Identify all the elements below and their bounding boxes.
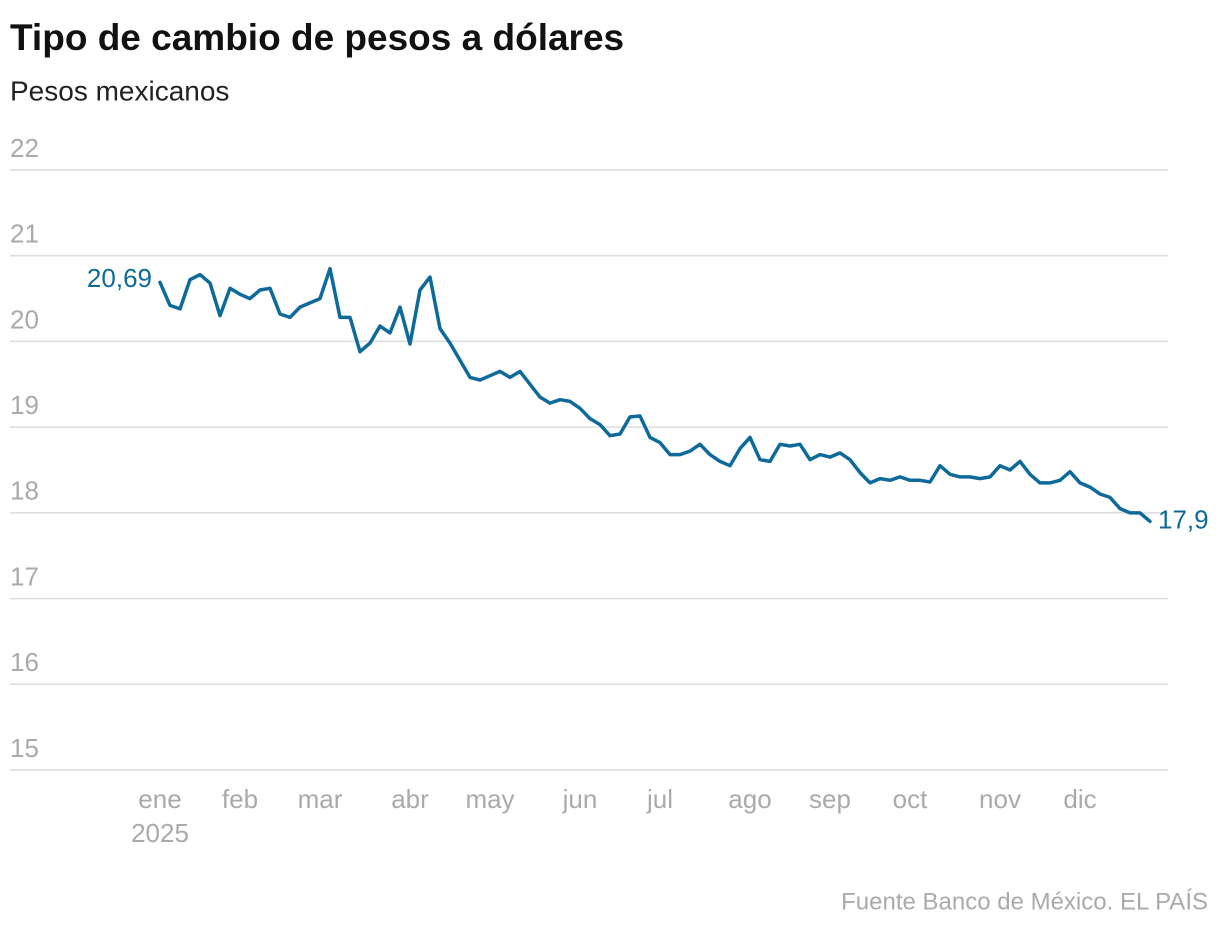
chart-subtitle: Pesos mexicanos xyxy=(10,75,229,106)
value-label: 17,9 xyxy=(1158,504,1209,534)
x-tick-label: ago xyxy=(728,784,771,814)
x-tick-label: ene xyxy=(138,784,181,814)
y-tick-label: 16 xyxy=(10,647,39,677)
x-tick-label: dic xyxy=(1063,784,1096,814)
y-tick-label: 17 xyxy=(10,561,39,591)
x-tick-label: jun xyxy=(562,784,598,814)
y-tick-label: 19 xyxy=(10,390,39,420)
y-tick-label: 22 xyxy=(10,133,39,163)
x-tick-label: sep xyxy=(809,784,851,814)
x-tick-label: abr xyxy=(391,784,429,814)
line xyxy=(158,266,1152,524)
y-tick-label: 15 xyxy=(10,733,39,763)
x-tick-label: mar xyxy=(298,784,343,814)
x-tick-label: may xyxy=(465,784,514,814)
x-tick-label: oct xyxy=(893,784,928,814)
year-label: 2025 xyxy=(131,818,189,848)
value-label: 20,69 xyxy=(87,263,152,293)
y-tick-label: 21 xyxy=(10,219,39,249)
x-tick-label: jul xyxy=(646,784,673,814)
x-tick-label: feb xyxy=(222,784,258,814)
x-tick-label: nov xyxy=(979,784,1021,814)
y-tick-label: 18 xyxy=(10,476,39,506)
source: Fuente Banco de México. EL PAÍS xyxy=(841,888,1208,915)
chart-title: Tipo de cambio de pesos a dólares xyxy=(10,17,624,58)
y-tick-label: 20 xyxy=(10,304,39,334)
